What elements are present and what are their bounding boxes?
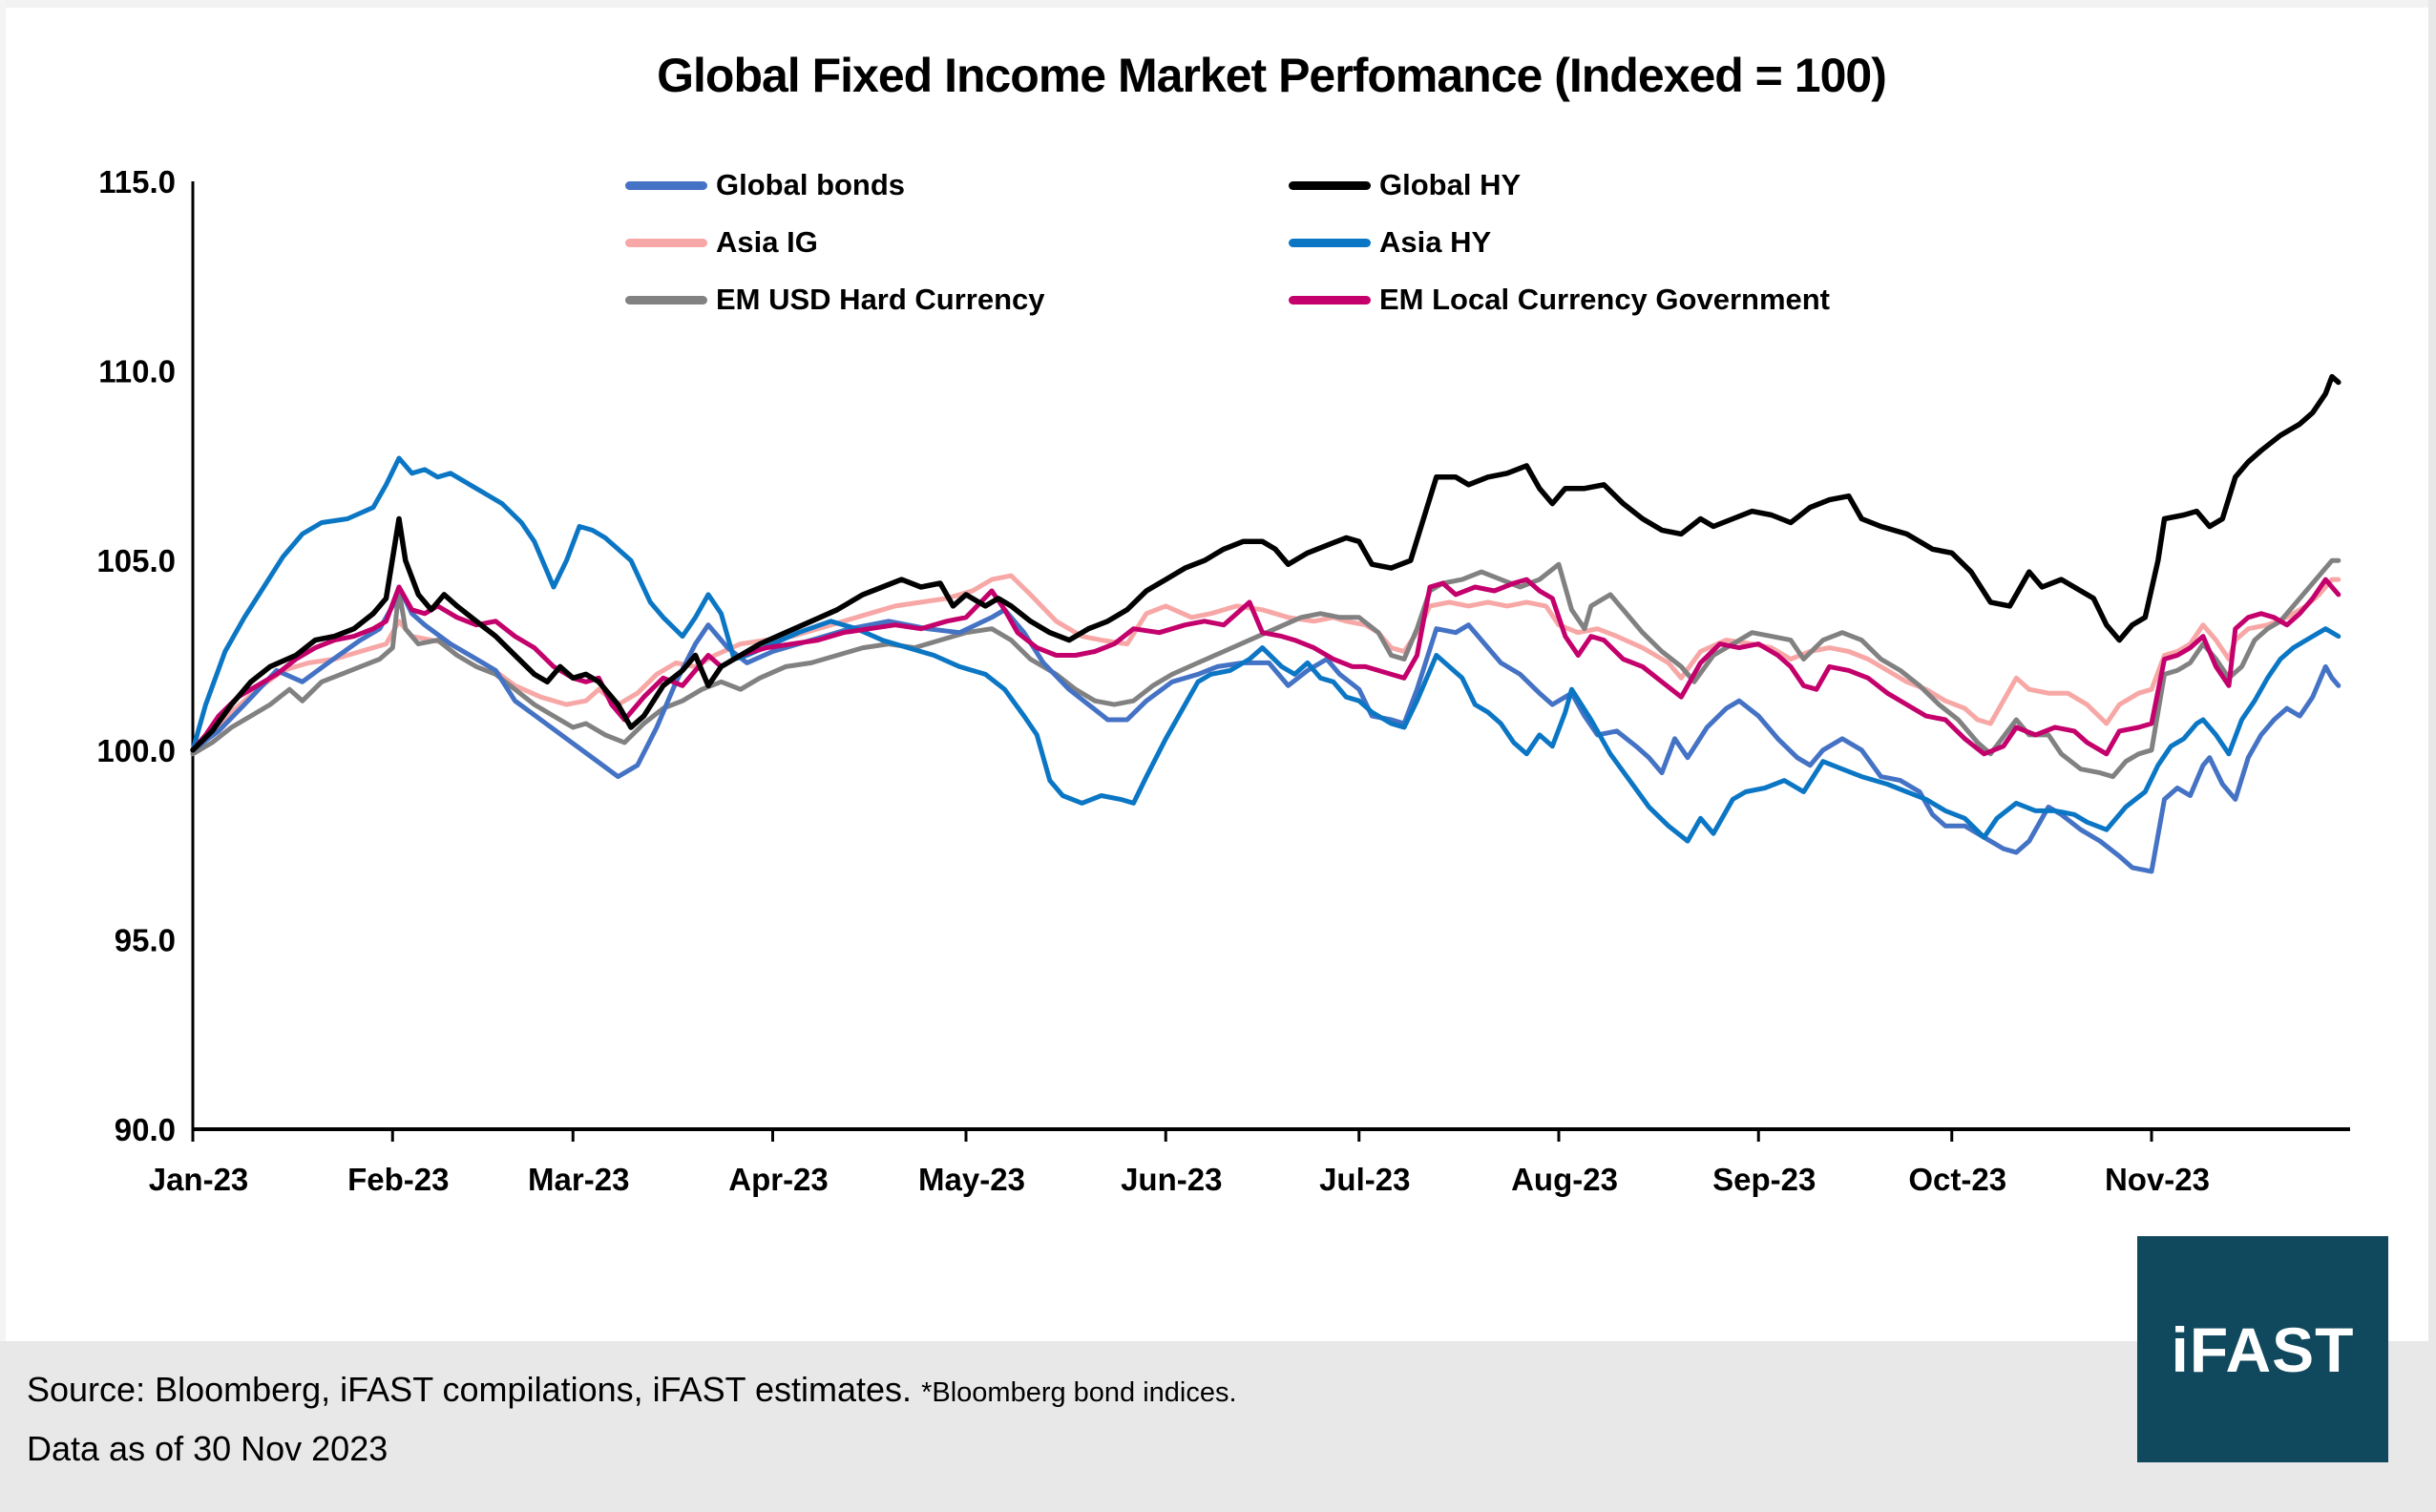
series-line-asia-ig — [190, 573, 2342, 753]
legend-swatch — [1289, 295, 1371, 304]
ifast-logo: iFAST — [2137, 1236, 2388, 1462]
x-axis-label: Jun-23 — [1121, 1162, 1222, 1197]
legend-swatch — [1289, 238, 1371, 247]
footer-source-note: *Bloomberg bond indices. — [921, 1377, 1237, 1408]
x-axis-label: Feb-23 — [347, 1162, 449, 1197]
top-edge-strip — [0, 0, 2436, 8]
y-axis-label: 100.0 — [96, 733, 176, 768]
ifast-logo-text: iFAST — [2171, 1313, 2355, 1385]
x-axis-label: Oct-23 — [1908, 1162, 2006, 1197]
legend-swatch — [1289, 180, 1371, 190]
legend-label: EM Local Currency Government — [1379, 283, 1831, 316]
x-axis-label: Mar-23 — [528, 1162, 629, 1197]
x-axis-label: Sep-23 — [1712, 1162, 1816, 1197]
legend-swatch — [625, 295, 707, 304]
chart-title: Global Fixed Income Market Perfomance (I… — [657, 49, 1887, 102]
legend-label: Asia IG — [716, 225, 818, 259]
legend-item-asia-ig: Asia IG — [625, 225, 818, 260]
y-axis-label: 90.0 — [115, 1112, 176, 1147]
series-line-global-bonds — [190, 584, 2342, 874]
y-axis-label: 105.0 — [96, 543, 176, 578]
series-line-em-usd-hard-currency — [190, 557, 2342, 780]
x-axis-label: Jul-23 — [1319, 1162, 1410, 1197]
legend-label: Global bonds — [716, 168, 906, 201]
legend-label: Asia HY — [1379, 225, 1492, 259]
series-line-asia-hy — [190, 455, 2342, 844]
x-axis-label: Apr-23 — [728, 1162, 829, 1197]
y-axis-label: 115.0 — [98, 164, 176, 200]
series-line-em-local-currency-government — [190, 577, 2342, 757]
y-axis-label: 110.0 — [98, 354, 176, 389]
x-axis-label: Aug-23 — [1511, 1162, 1618, 1197]
footer-source-text: Source: Bloomberg, iFAST compilations, i… — [27, 1370, 913, 1409]
footer-band: Source: Bloomberg, iFAST compilations, i… — [0, 1341, 2436, 1512]
legend-swatch — [625, 238, 707, 247]
x-axis-label: Jan-23 — [149, 1162, 249, 1197]
right-edge-strip — [2428, 0, 2436, 1512]
left-edge-strip — [0, 0, 6, 1512]
x-axis-label: May-23 — [918, 1162, 1025, 1197]
legend-item-global-bonds: Global bonds — [625, 168, 905, 202]
legend-label: Global HY — [1379, 168, 1522, 201]
legend-label: EM USD Hard Currency — [716, 283, 1045, 316]
legend-item-asia-hy: Asia HY — [1289, 225, 1491, 260]
series-line-global-hy — [190, 373, 2342, 753]
legend-item-em-usd-hard-currency: EM USD Hard Currency — [625, 283, 1045, 317]
legend-item-em-local-currency-government: EM Local Currency Government — [1289, 283, 1830, 317]
footer-data-as-of: Data as of 30 Nov 2023 — [27, 1429, 388, 1468]
legend-swatch — [625, 180, 707, 190]
y-axis-label: 95.0 — [115, 922, 176, 957]
legend-item-global-hy: Global HY — [1289, 168, 1521, 202]
footer-source-line: Source: Bloomberg, iFAST compilations, i… — [27, 1370, 1237, 1410]
x-axis-label: Nov-23 — [2105, 1162, 2210, 1197]
